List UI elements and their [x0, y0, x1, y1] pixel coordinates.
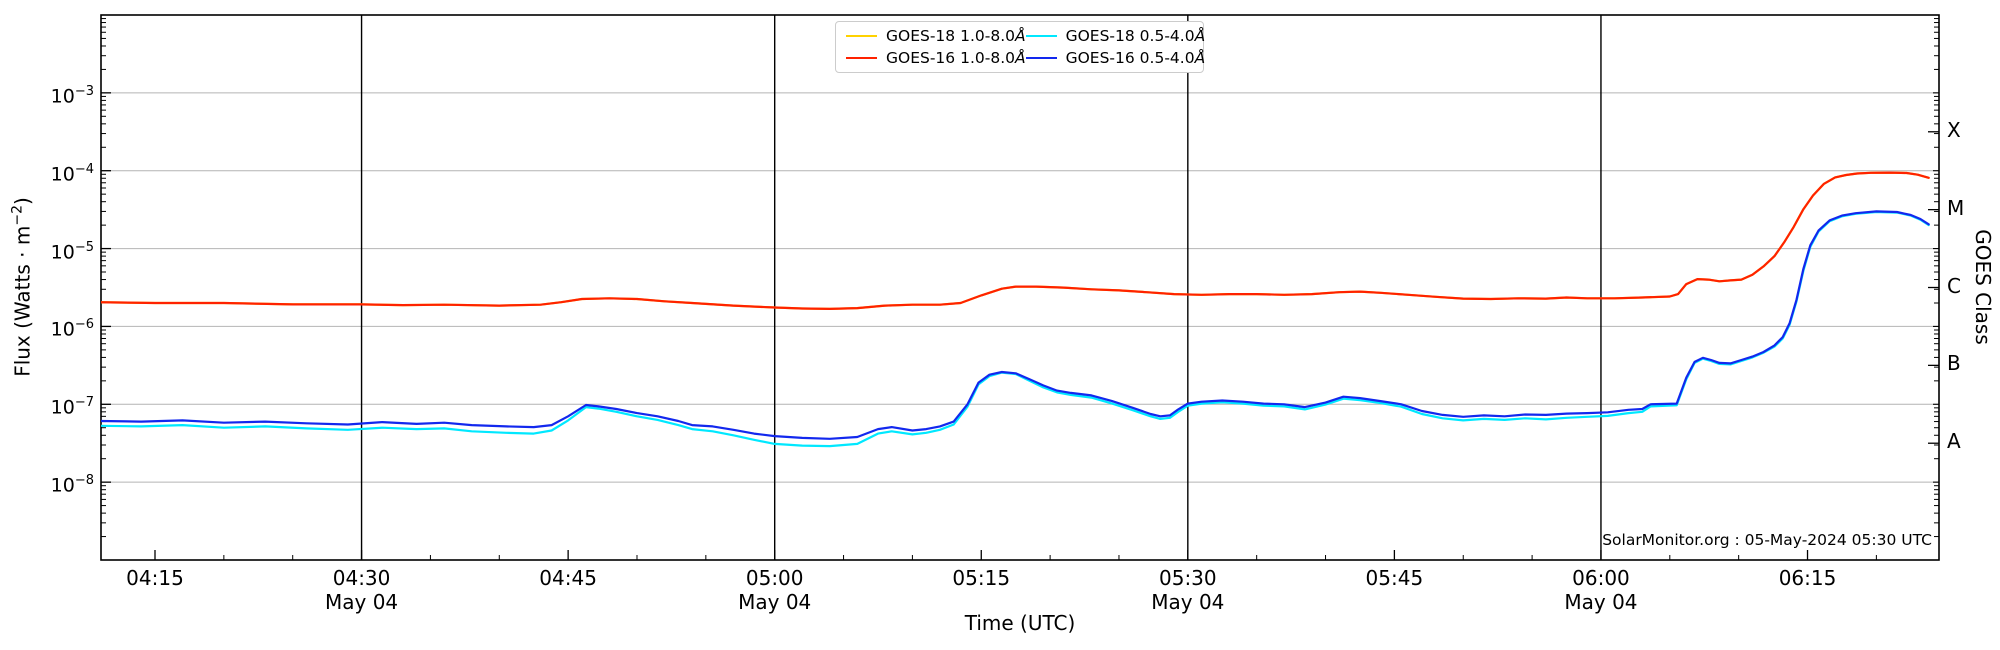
- series-GOES-18 1.0-8.0Å: [101, 171, 1930, 310]
- x-tick-label: 06:15: [1778, 566, 1837, 590]
- legend-item-goes16-long: GOES-16 1.0-8.0Å: [846, 49, 1026, 67]
- legend-box: GOES-18 1.0-8.0Å GOES-16 1.0-8.0Å GOES-1…: [835, 21, 1206, 73]
- y-tick-label: 10−6: [50, 317, 94, 341]
- y-tick-label: 10−4: [50, 161, 94, 186]
- goes-class-label-A: A: [1947, 429, 1961, 454]
- x-tick-label: 05:30: [1158, 566, 1217, 590]
- series-GOES-16 1.0-8.0Å: [101, 171, 1930, 310]
- flux-curves: [101, 171, 1930, 448]
- x-tick-label: 05:15: [952, 566, 1011, 590]
- goes-class-label-M: M: [1947, 195, 1965, 220]
- right-axis-title: GOES Class: [1971, 229, 1995, 345]
- goes-class-label-B: B: [1947, 351, 1961, 376]
- x-tick-label: 04:15: [126, 566, 184, 590]
- y-tick-label: 10−5: [50, 239, 94, 263]
- x-tick-label: 06:00: [1572, 566, 1630, 590]
- x-tick-label: 05:00: [745, 566, 804, 590]
- x-date-label: May 04: [324, 590, 399, 614]
- legend-item-goes18-short: GOES-18 0.5-4.0Å: [1025, 27, 1206, 45]
- x-date-label: May 04: [1151, 590, 1225, 614]
- series-GOES-16 0.5-4.0Å: [101, 210, 1930, 440]
- legend-item-goes18-long: GOES-18 1.0-8.0Å: [846, 27, 1026, 45]
- x-tick-label: 05:45: [1365, 566, 1424, 590]
- y-axis-title: Flux (Watts · m−2): [9, 197, 35, 377]
- goes-class-label-X: X: [1947, 117, 1961, 142]
- solarmonitor-watermark: SolarMonitor.org : 05-May-2024 05:30 UTC: [1602, 531, 1932, 549]
- x-date-label: May 04: [1564, 590, 1638, 614]
- y-tick-label: 10−7: [50, 395, 94, 419]
- legend-label: GOES-18 0.5-4.0Å: [1065, 27, 1206, 45]
- y-tick-label: 10−3: [50, 83, 94, 108]
- y-tick-label: 10−8: [50, 473, 94, 497]
- series-GOES-18 0.5-4.0Å: [101, 210, 1930, 448]
- x-axis-title: Time (UTC): [964, 611, 1076, 635]
- legend-label: GOES-18 1.0-8.0Å: [886, 27, 1026, 45]
- legend-label: GOES-16 1.0-8.0Å: [886, 49, 1026, 67]
- x-tick-label: 04:45: [539, 566, 597, 590]
- legend-line-goes18-long: [846, 34, 877, 38]
- legend-line-goes16-long: [846, 56, 877, 60]
- legend-line-goes16-short: [1025, 56, 1057, 60]
- x-date-label: May 04: [738, 590, 812, 614]
- legend-item-goes16-short: GOES-16 0.5-4.0Å: [1025, 49, 1206, 67]
- legend-line-goes18-short: [1025, 34, 1057, 38]
- x-tick-label: 04:30: [332, 566, 391, 590]
- goes-class-label-C: C: [1947, 273, 1961, 298]
- legend-label: GOES-16 0.5-4.0Å: [1065, 49, 1206, 67]
